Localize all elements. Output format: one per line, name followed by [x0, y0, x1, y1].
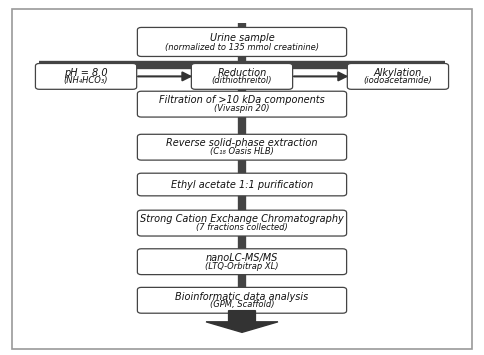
Text: pH = 8.0: pH = 8.0 [64, 68, 108, 78]
FancyBboxPatch shape [35, 64, 136, 89]
Text: (normalized to 135 mmol creatinine): (normalized to 135 mmol creatinine) [165, 43, 319, 52]
FancyBboxPatch shape [191, 64, 293, 89]
Text: (NH₄HCO₃): (NH₄HCO₃) [64, 76, 108, 86]
Text: Ethyl acetate 1:1 purification: Ethyl acetate 1:1 purification [171, 180, 313, 190]
Text: (dithiothreitol): (dithiothreitol) [212, 76, 272, 86]
Text: Alkylation: Alkylation [374, 68, 422, 78]
FancyBboxPatch shape [137, 210, 347, 236]
FancyBboxPatch shape [137, 173, 347, 196]
FancyBboxPatch shape [348, 64, 449, 89]
FancyBboxPatch shape [12, 9, 472, 349]
Text: (C₁₈ Oasis HLB): (C₁₈ Oasis HLB) [210, 147, 274, 156]
Text: (Vivaspin 20): (Vivaspin 20) [214, 104, 270, 113]
FancyBboxPatch shape [137, 249, 347, 275]
Text: Filtration of >10 kDa components: Filtration of >10 kDa components [159, 95, 325, 105]
Text: Reverse solid-phase extraction: Reverse solid-phase extraction [166, 138, 318, 148]
Text: nanoLC-MS/MS: nanoLC-MS/MS [206, 253, 278, 263]
Text: Strong Cation Exchange Chromatography: Strong Cation Exchange Chromatography [140, 214, 344, 224]
FancyBboxPatch shape [137, 91, 347, 117]
FancyBboxPatch shape [137, 288, 347, 313]
Text: (GPM, Scaffold): (GPM, Scaffold) [210, 300, 274, 309]
Polygon shape [206, 311, 278, 332]
Text: Bioinformatic data analysis: Bioinformatic data analysis [175, 291, 309, 301]
Text: Urine sample: Urine sample [210, 33, 274, 43]
Text: (7 fractions collected): (7 fractions collected) [196, 223, 288, 232]
FancyBboxPatch shape [137, 27, 347, 56]
Text: (iodoacetamide): (iodoacetamide) [363, 76, 432, 86]
Text: Reduction: Reduction [217, 68, 267, 78]
Text: (LTQ-Orbitrap XL): (LTQ-Orbitrap XL) [205, 262, 279, 271]
FancyBboxPatch shape [137, 134, 347, 160]
